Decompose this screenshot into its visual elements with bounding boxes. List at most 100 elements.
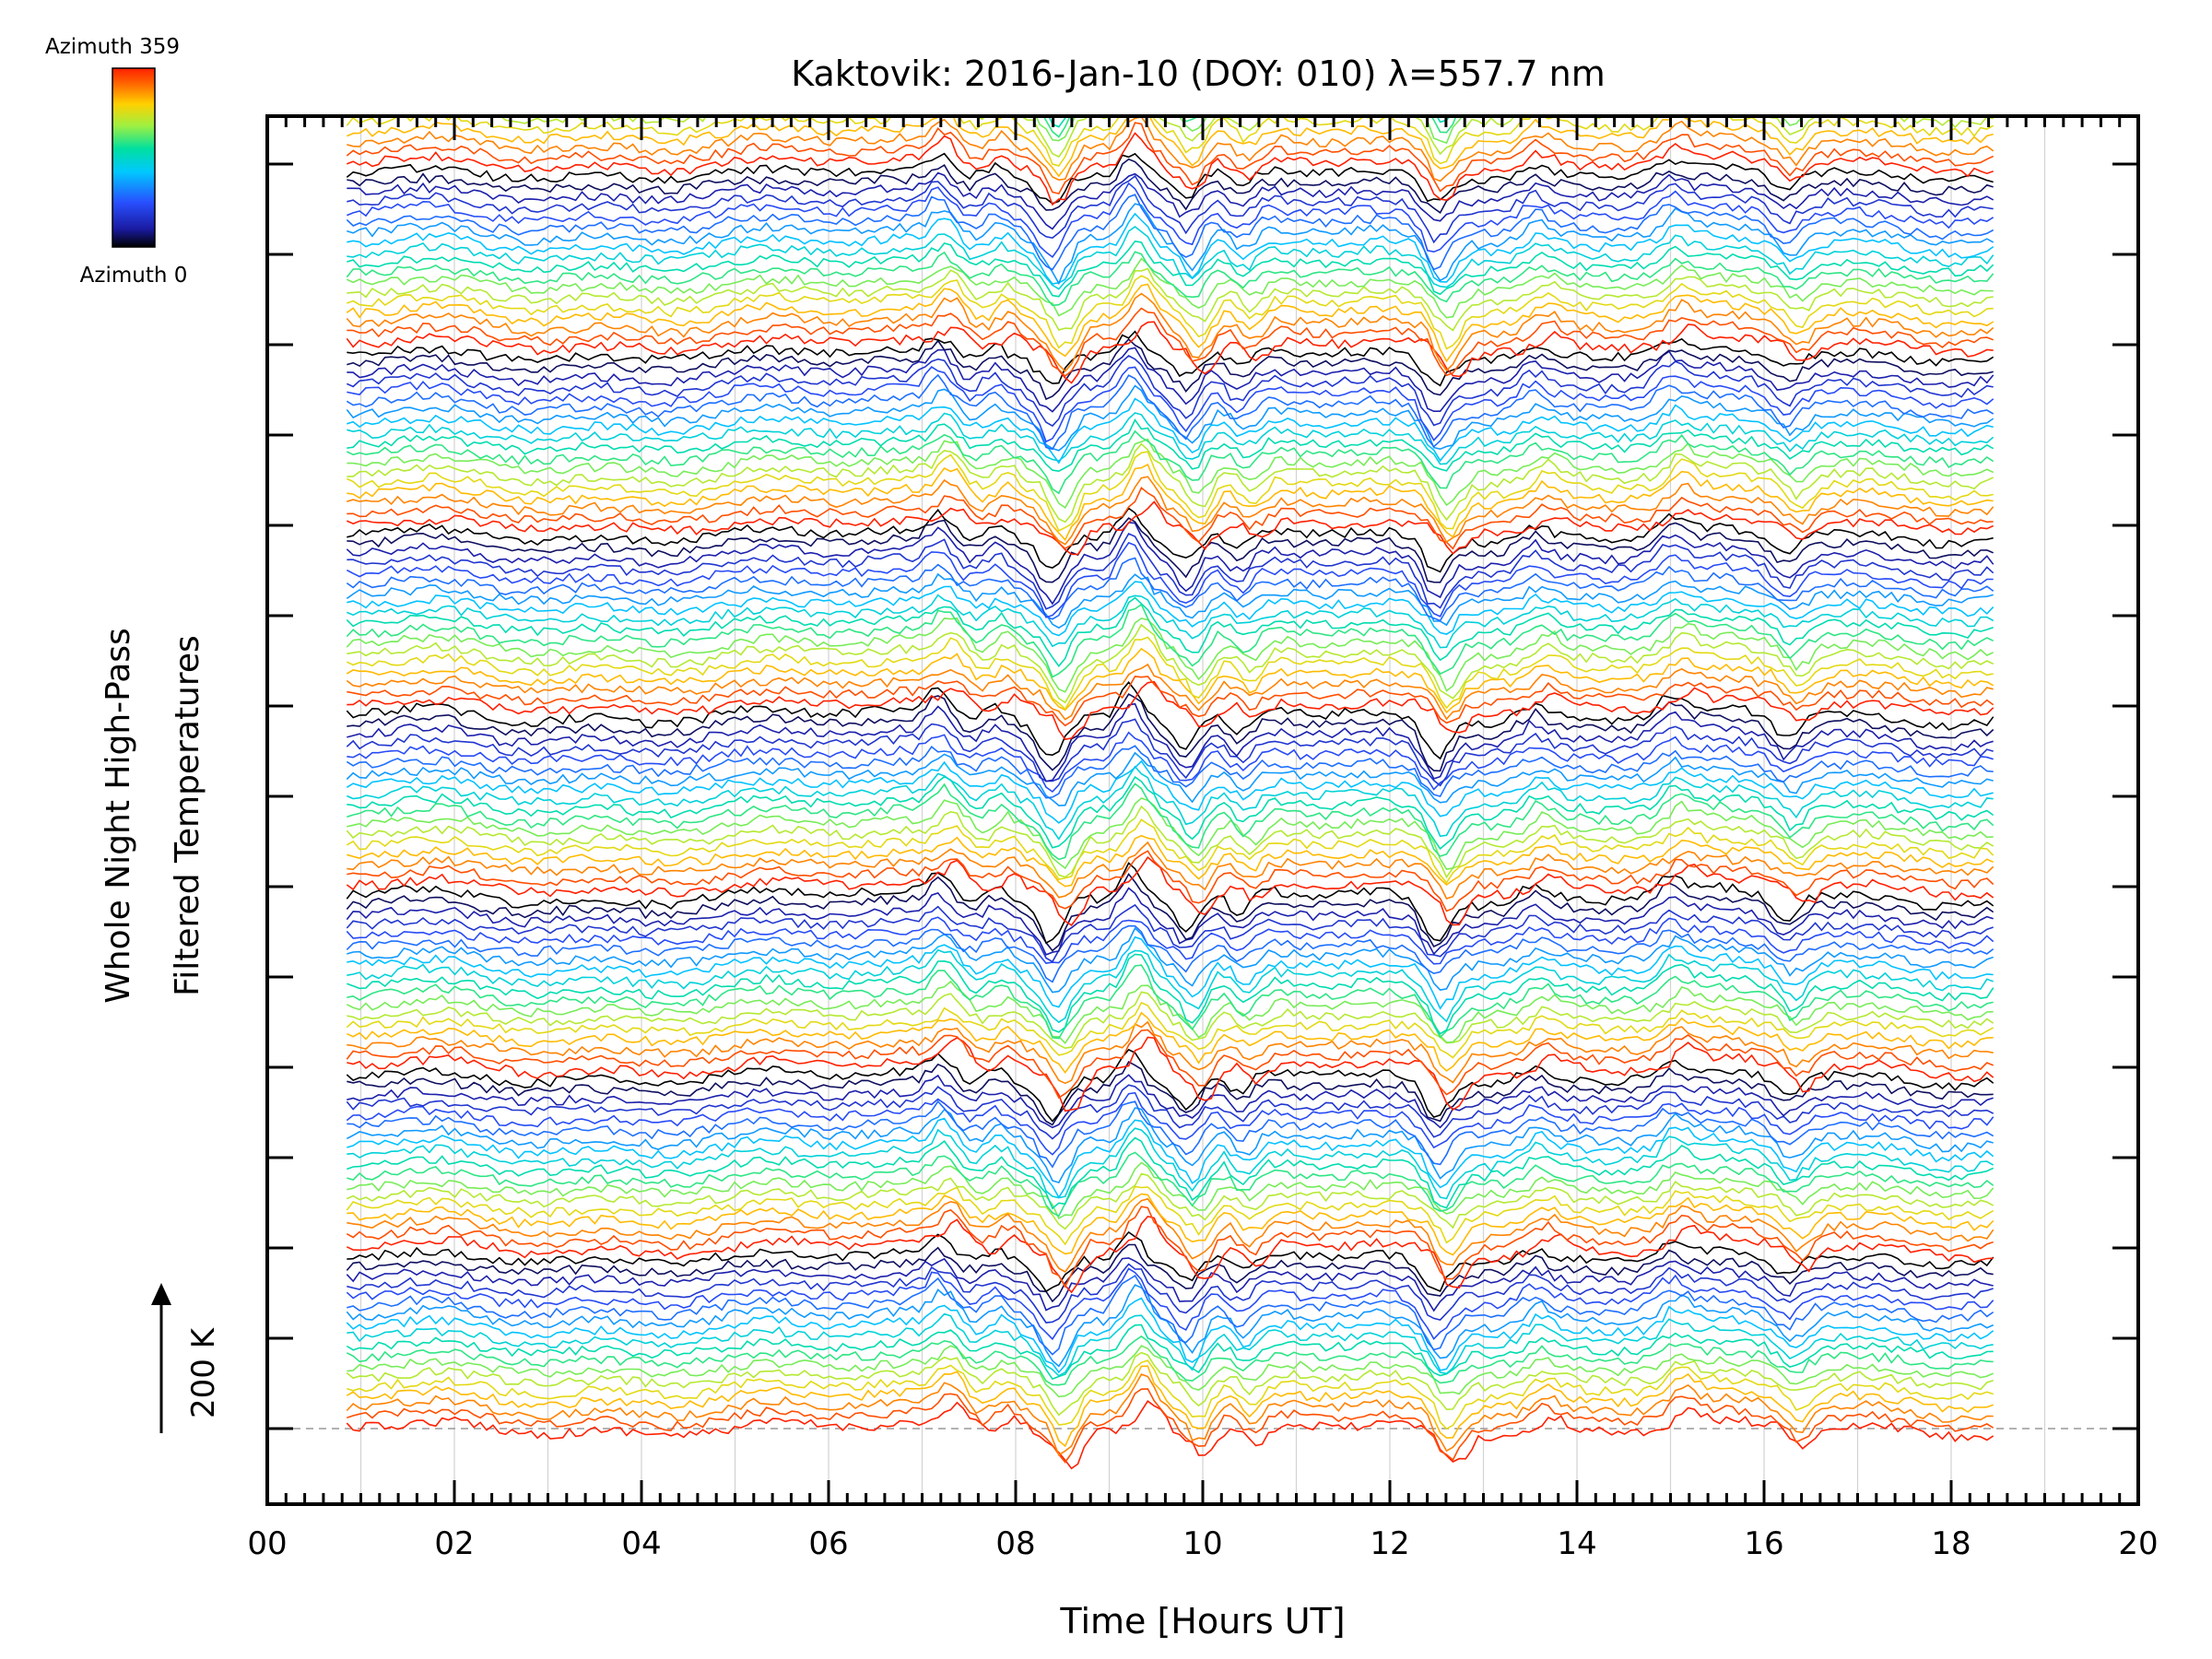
temperature-traces [346,116,1994,1470]
azimuth-trace [347,267,1994,332]
x-tick-label: 02 [434,1525,474,1562]
azimuth-trace [346,980,1994,1044]
azimuth-trace [347,991,1994,1050]
azimuth-trace [347,797,1994,870]
azimuth-trace [346,663,1994,721]
azimuth-trace [346,373,1994,451]
x-tick-label: 04 [621,1525,661,1562]
azimuth-trace [347,212,1994,285]
azimuth-trace [347,532,1994,610]
azimuth-trace [347,397,1994,465]
azimuth-trace [347,676,1994,727]
azimuth-trace [346,152,1994,205]
azimuth-trace [347,581,1994,637]
azimuth-trace [347,412,1994,465]
azimuth-trace [347,487,1994,550]
x-tick-label: 00 [247,1525,287,1562]
azimuth-trace [347,935,1994,1010]
azimuth-trace [346,1185,1994,1246]
azimuth-trace [346,451,1994,532]
azimuth-trace [346,1048,1994,1123]
azimuth-trace [346,636,1994,711]
azimuth-trace [346,1400,1994,1470]
azimuth-trace [346,618,1994,693]
x-tick-label: 14 [1557,1525,1596,1562]
azimuth-trace [347,182,1994,259]
chart-title: Kaktovik: 2016-Jan-10 (DOY: 010) λ=557.7… [791,53,1606,94]
azimuth-trace [346,916,1994,965]
azimuth-trace [346,1373,1994,1456]
azimuth-trace [346,251,1994,307]
azimuth-trace [347,463,1994,542]
azimuth-trace [347,1263,1994,1324]
x-axis-label: Time [Hours UT] [1059,1601,1345,1641]
azimuth-trace [346,1091,1994,1156]
x-tick-label: 18 [1931,1525,1971,1562]
azimuth-trace [346,194,1994,271]
azimuth-trace [347,174,1994,244]
azimuth-trace [347,116,1994,182]
azimuth-trace [347,1312,1994,1377]
azimuth-trace [347,1345,1994,1398]
azimuth-trace [347,307,1994,378]
azimuth-trace [347,1197,1994,1274]
azimuth-trace [347,693,1994,772]
azimuth-trace [346,1011,1994,1075]
azimuth-trace [346,647,1994,714]
azimuth-trace [346,292,1994,372]
azimuth-trace [347,1388,1994,1464]
azimuth-trace [346,603,1994,678]
azimuth-trace [346,872,1994,952]
azimuth-trace [347,1161,1994,1220]
azimuth-trace [347,1100,1994,1169]
azimuth-trace [347,834,1994,888]
azimuth-trace [347,841,1994,900]
azimuth-trace [346,1365,1994,1448]
azimuth-trace [346,1284,1994,1368]
azimuth-trace [346,1001,1994,1059]
azimuth-trace [346,122,1994,195]
y-axis-label-line2: Filtered Temperatures [169,635,206,996]
azimuth-trace [346,681,1994,760]
azimuth-trace [346,745,1994,799]
azimuth-trace [347,775,1994,851]
azimuth-trace [347,1020,1994,1085]
azimuth-trace [346,1107,1994,1184]
azimuth-trace [346,429,1994,495]
azimuth-trace [347,171,1994,230]
azimuth-trace [347,850,1994,912]
azimuth-trace [347,1136,1994,1210]
azimuth-trace [347,948,1994,1024]
azimuth-trace [347,1074,1994,1129]
azimuth-trace [347,1193,1994,1256]
azimuth-trace [347,132,1994,206]
azimuth-trace [347,275,1994,350]
x-tick-label: 10 [1182,1525,1222,1562]
azimuth-trace [346,355,1994,428]
azimuth-trace [347,240,1994,298]
azimuth-trace [346,283,1994,363]
azimuth-trace [346,572,1994,629]
azimuth-trace [346,1335,1994,1386]
azimuth-trace [346,856,1994,926]
azimuth-trace [346,759,1994,824]
azimuth-trace [346,384,1994,452]
azimuth-trace [346,594,1994,649]
azimuth-trace [347,953,1994,1035]
colorbar-min-label: Azimuth 0 [80,264,188,288]
azimuth-trace [346,1267,1994,1341]
azimuth-trace [346,1351,1994,1417]
azimuth-trace [347,702,1994,782]
azimuth-trace [347,1061,1994,1126]
azimuth-trace [346,1257,1994,1312]
azimuth-trace [347,1274,1994,1356]
axes: 00 02 04 06 08 10 12 14 16 18 20 [247,114,2159,1562]
azimuth-trace [347,1127,1994,1200]
azimuth-trace [347,731,1994,794]
azimuth-trace [347,517,1994,583]
azimuth-trace [347,1036,1994,1112]
azimuth-trace [347,476,1994,546]
azimuth-trace [347,442,1994,524]
azimuth-trace [347,926,1994,994]
